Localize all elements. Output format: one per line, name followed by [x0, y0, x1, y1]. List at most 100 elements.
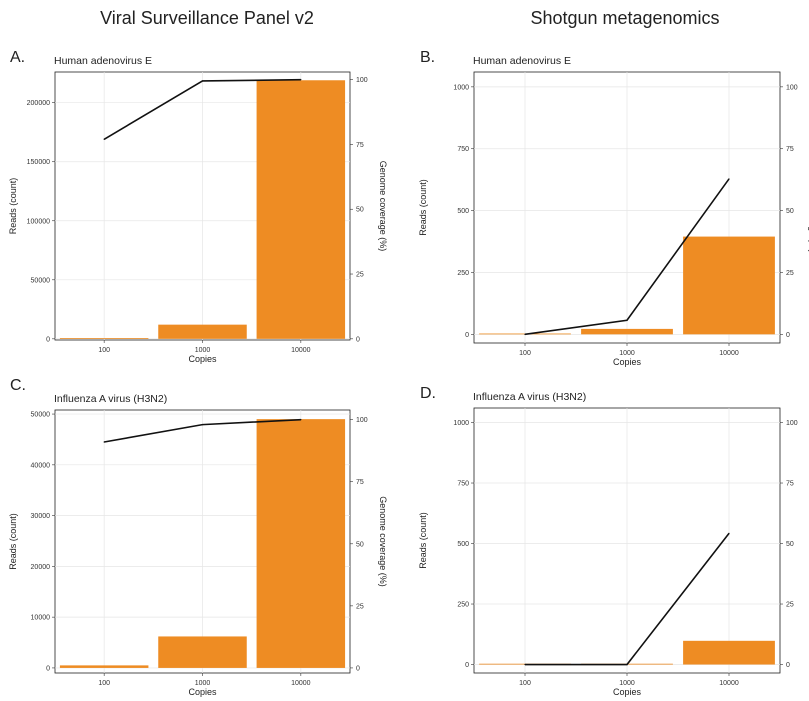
y2-tick-label: 0: [786, 662, 790, 669]
coverage-point: [626, 663, 628, 666]
y-tick-label: 1000: [453, 420, 469, 427]
y2-tick-label: 50: [356, 541, 364, 548]
bar: [683, 640, 775, 665]
y-axis-label: Reads (count): [8, 513, 18, 570]
y2-tick-label: 100: [786, 84, 798, 91]
y2-axis-label: Genome coverage (%): [378, 496, 388, 587]
y2-tick-label: 25: [356, 272, 364, 279]
x-tick-label: 1000: [619, 680, 635, 687]
x-tick-label: 10000: [719, 350, 739, 357]
y-tick-label: 10000: [31, 615, 51, 622]
y-tick-label: 250: [457, 602, 469, 609]
y-tick-label: 1000: [453, 84, 469, 91]
x-tick-label: 10000: [291, 347, 311, 354]
panel-label: A.: [10, 49, 25, 66]
y-tick-label: 250: [457, 270, 469, 277]
y-tick-label: 500: [457, 208, 469, 215]
x-tick-label: 100: [98, 680, 110, 687]
chart-svg: A. Human adenovirus E05000010000015000020…: [8, 49, 388, 364]
y-tick-label: 0: [46, 665, 50, 672]
chart-panel-d: D. Influenza A virus (H3N2) 0 250 500 750 1000…: [410, 376, 809, 701]
x-tick-label: 100: [519, 350, 531, 357]
column-title-right: Shotgun metagenomics: [530, 8, 720, 28]
panel-title: Influenza A virus (H3N2): [54, 393, 167, 405]
y-axis-label: Reads (count): [8, 178, 18, 235]
y2-tick-label: 0: [356, 665, 360, 672]
x-axis-label: Copies: [188, 354, 217, 364]
x-tick-label: 100: [98, 347, 110, 354]
bar: [256, 419, 346, 668]
y-tick-label: 150000: [27, 159, 50, 166]
y2-tick-label: 0: [356, 336, 360, 343]
coverage-point: [728, 532, 730, 534]
x-axis-label: Copies: [613, 357, 642, 367]
chart-svg: D. Influenza A virus (H3N2)02505007501000…: [418, 385, 798, 697]
bar: [59, 665, 149, 668]
y-tick-label: 0: [465, 332, 469, 339]
panel-title: Human adenovirus E: [473, 55, 571, 67]
x-axis-label: Copies: [613, 687, 642, 697]
panel-label: D.: [420, 385, 436, 402]
y-tick-label: 50000: [31, 277, 51, 284]
coverage-point: [201, 424, 204, 426]
y-tick-label: 20000: [31, 564, 51, 571]
coverage-point: [626, 319, 628, 321]
coverage-point: [103, 441, 105, 443]
coverage-point: [103, 138, 105, 140]
y2-tick-label: 25: [786, 602, 794, 609]
y2-tick-label: 100: [356, 417, 368, 424]
y2-tick-label: 0: [786, 332, 790, 339]
y-tick-label: 200000: [27, 100, 50, 107]
y2-tick-label: 50: [786, 541, 794, 548]
coverage-point: [524, 663, 526, 666]
chart-panel-b: B. Human adenovirus E 0 250 500 750 1000 0 25 50 7…: [410, 40, 809, 367]
coverage-point: [300, 79, 302, 81]
y-tick-label: 0: [465, 662, 469, 669]
y2-tick-label: 100: [786, 420, 798, 427]
panel-label: B.: [420, 49, 435, 66]
y-tick-label: 0: [46, 336, 50, 343]
x-tick-label: 10000: [719, 680, 739, 687]
y2-tick-label: 50: [356, 207, 364, 214]
y2-tick-label: 25: [356, 603, 364, 610]
bar: [683, 236, 775, 335]
y-tick-label: 100000: [27, 218, 50, 225]
y2-tick-label: 75: [356, 142, 364, 149]
bar: [59, 338, 149, 339]
y-tick-label: 50000: [31, 412, 51, 419]
panel-title: Influenza A virus (H3N2): [473, 391, 586, 403]
coverage-point: [524, 333, 526, 335]
y2-tick-label: 25: [786, 270, 794, 277]
y-tick-label: 30000: [31, 513, 51, 520]
y2-axis-label: Genome coverage (%): [378, 161, 388, 252]
y2-tick-label: 75: [356, 479, 364, 486]
y2-tick-label: 75: [786, 481, 794, 488]
coverage-point: [300, 419, 302, 421]
chart-panel-a: A. Human adenovirus E 0 50000 100000 150000 20…: [0, 40, 400, 364]
panel-label: C.: [10, 377, 26, 394]
x-tick-label: 10000: [291, 680, 311, 687]
panel-title: Human adenovirus E: [54, 55, 152, 67]
chart-svg: B. Human adenovirus E02505007501000025507…: [418, 49, 809, 367]
y2-tick-label: 100: [356, 77, 368, 84]
y-axis-label: Reads (count): [418, 512, 428, 569]
coverage-point: [201, 80, 204, 82]
x-tick-label: 100: [519, 680, 531, 687]
y2-tick-label: 50: [786, 208, 794, 215]
x-axis-label: Copies: [188, 687, 217, 697]
bar: [256, 80, 346, 339]
y-axis-label: Reads (count): [418, 179, 428, 236]
x-tick-label: 1000: [195, 347, 211, 354]
x-tick-label: 1000: [619, 350, 635, 357]
bar: [581, 328, 673, 335]
x-tick-label: 1000: [195, 680, 211, 687]
y-tick-label: 750: [457, 481, 469, 488]
chart-panel-c: C. Influenza A virus (H3N2) 0 10000 20000 300…: [0, 368, 400, 698]
column-title-left: Viral Surveillance Panel v2: [100, 8, 314, 28]
bar: [158, 324, 247, 339]
y2-tick-label: 75: [786, 146, 794, 153]
y-tick-label: 500: [457, 541, 469, 548]
chart-svg: C.Influenza A virus (H3N2)01000020000300…: [8, 377, 388, 697]
y-tick-label: 40000: [31, 462, 51, 469]
bar: [158, 636, 247, 668]
